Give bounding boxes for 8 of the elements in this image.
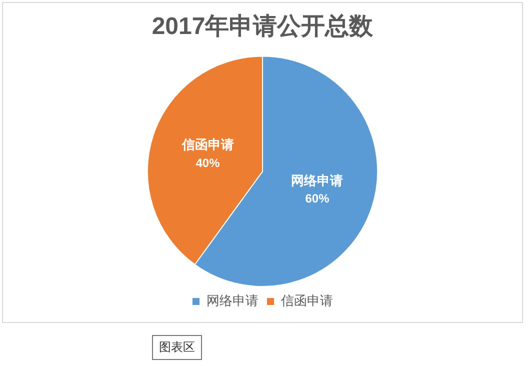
text: 图表区 <box>152 335 202 360</box>
legend-label: 信函申请 <box>281 293 333 308</box>
slice-label: 网络申请 <box>291 172 344 188</box>
chart-title: 2017年申请公开总数 <box>152 13 374 40</box>
slice-label: 信函申请 <box>180 137 234 152</box>
legend-label: 网络申请 <box>206 293 258 308</box>
data-label: 60% <box>305 191 330 206</box>
data-label: 40% <box>196 156 220 170</box>
